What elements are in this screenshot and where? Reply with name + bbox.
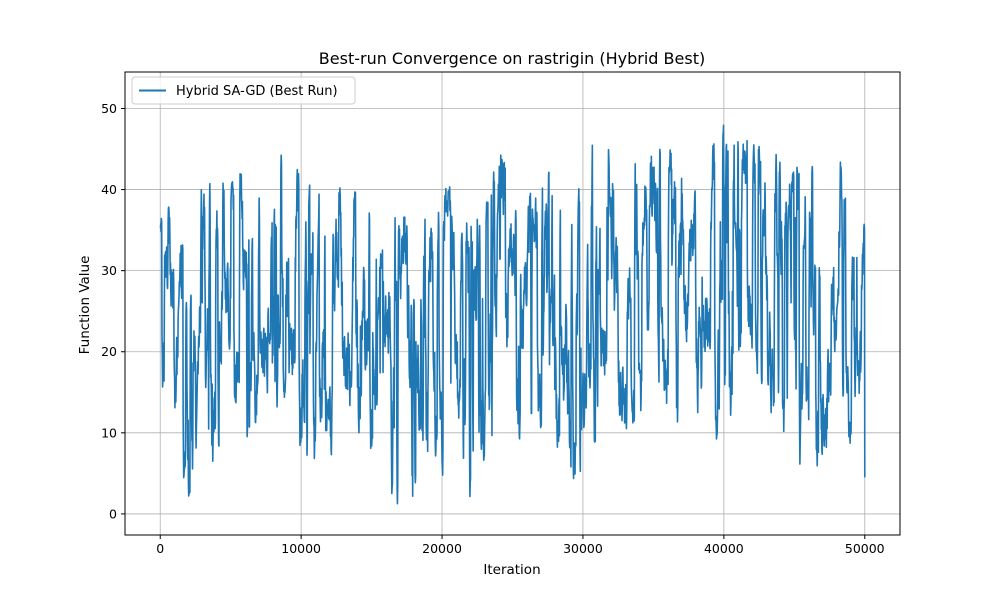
y-tick-label: 40 [101, 182, 117, 197]
y-axis: 0 10 20 30 40 50 [101, 101, 125, 521]
legend-entry-label: Hybrid SA-GD (Best Run) [176, 84, 338, 99]
axes-frame [124, 71, 901, 536]
x-tick-label: 20000 [422, 541, 462, 556]
x-axis-label: Iteration [483, 562, 540, 578]
x-tick-label: 50000 [845, 541, 885, 556]
series-line-hybrid-sa-gd [159, 124, 866, 505]
x-tick-label: 40000 [704, 541, 744, 556]
x-tick-label: 0 [156, 541, 164, 556]
legend-box [131, 76, 356, 105]
chart-title: Best-run Convergence on rastrigin (Hybri… [319, 49, 705, 68]
legend: Hybrid SA-GD (Best Run) [131, 76, 356, 105]
x-tick-label: 30000 [563, 541, 603, 556]
y-tick-label: 50 [101, 101, 117, 116]
x-tick-label: 10000 [281, 541, 321, 556]
x-axis: 0 10000 20000 30000 40000 50000 [156, 535, 885, 556]
y-tick-label: 0 [109, 506, 117, 521]
y-tick-label: 10 [101, 425, 117, 440]
y-tick-label: 20 [101, 344, 117, 359]
y-axis-label: Function Value [77, 256, 93, 355]
plot-area [159, 124, 866, 505]
y-tick-label: 30 [101, 263, 117, 278]
